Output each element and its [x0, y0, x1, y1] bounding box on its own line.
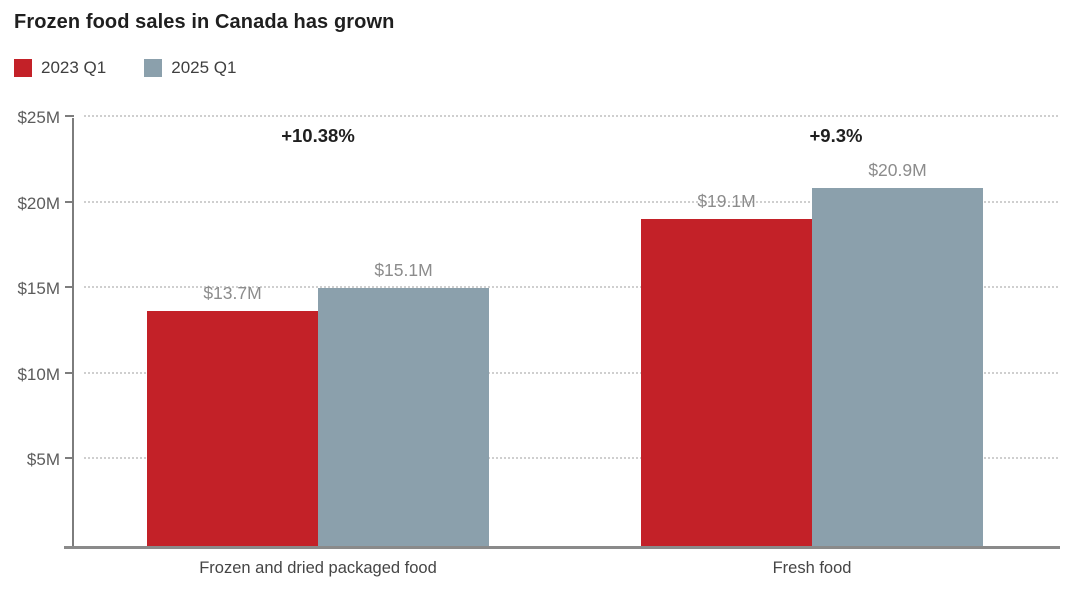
legend-item-2025-q1: 2025 Q1 [144, 58, 236, 78]
gridline [84, 286, 1058, 289]
bar-value-label: $20.9M [868, 160, 927, 181]
gridline [84, 371, 1058, 374]
y-tick-label: $5M [26, 450, 60, 470]
bar-2025-q1-group1 [318, 287, 489, 546]
gridline [84, 200, 1058, 203]
bar-2023-q1-group2 [641, 219, 812, 546]
y-tick-label: $20M [17, 193, 60, 213]
legend: 2023 Q1 2025 Q1 [14, 58, 236, 78]
category-label: Frozen and dried packaged food [199, 559, 437, 577]
chart-title: Frozen food sales in Canada has grown [14, 11, 395, 33]
growth-annotation: +9.3% [809, 125, 863, 146]
y-axis-tick [65, 457, 74, 460]
bar-2025-q1-group2 [812, 188, 983, 546]
y-axis-tick [65, 200, 74, 203]
y-axis-line [72, 118, 74, 546]
bar-value-label: $19.1M [697, 191, 756, 212]
legend-item-2023-q1: 2023 Q1 [14, 58, 106, 78]
growth-annotation: +10.38% [281, 125, 355, 146]
x-axis-line [64, 546, 1060, 549]
bar-2023-q1-group1 [147, 311, 318, 546]
bar-value-label: $13.7M [203, 283, 262, 304]
y-tick-label: $25M [17, 108, 60, 127]
legend-label-2025-q1: 2025 Q1 [171, 58, 237, 77]
legend-swatch-2023-q1 [14, 59, 32, 77]
y-tick-label: $10M [17, 364, 60, 384]
gridline [84, 457, 1058, 460]
y-tick-label: $15M [17, 279, 60, 299]
y-axis-tick [65, 371, 74, 374]
bar-value-label: $15.1M [374, 259, 433, 280]
plot-area: $5M $10M $15M $20M $25M $13.7M $15.1M +10.38% Fr… [17, 108, 1060, 577]
legend-label-2023-q1: 2023 Q1 [41, 58, 107, 77]
gridline [84, 115, 1058, 117]
legend-swatch-2025-q1 [144, 59, 163, 77]
y-axis-tick [65, 286, 74, 289]
y-axis-tick [65, 115, 74, 117]
category-label: Fresh food [772, 559, 852, 577]
